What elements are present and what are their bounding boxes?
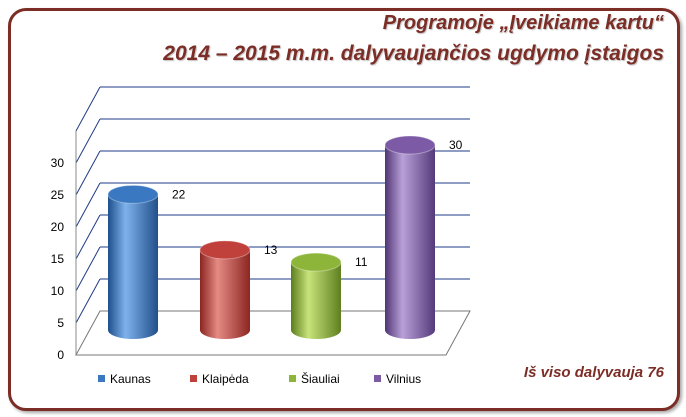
bar-klaipėda — [199, 240, 251, 339]
legend-label: Šiauliai — [301, 371, 340, 386]
y-tick-label: 0 — [57, 348, 64, 362]
gridline-side — [75, 86, 101, 132]
legend-swatch — [98, 375, 105, 382]
legend-label: Klaipėda — [202, 372, 249, 386]
legend-label: Vilnius — [386, 372, 421, 386]
plot-area: 0 5 10 15 20 25 30 22 13 11 30 Kaunas Klaipėda Šiauli… — [51, 86, 471, 386]
bar-šiauliai — [290, 252, 342, 339]
legend-swatch — [289, 375, 296, 382]
y-tick-label: 25 — [51, 188, 65, 202]
y-tick-label: 5 — [57, 316, 64, 330]
chart-title-line2: 2014 – 2015 m.m. dalyvaujančios ugdymo į… — [163, 42, 664, 65]
gridline-side — [75, 182, 101, 228]
gridline-side — [75, 150, 101, 196]
chart-title-line1: Programoje „Įveikiame kartu“ — [382, 12, 664, 34]
bar-body — [385, 145, 435, 339]
bar-vilnius — [384, 135, 436, 339]
y-tick-label: 15 — [51, 252, 65, 266]
data-label: 13 — [264, 243, 278, 257]
gridline-side — [75, 246, 101, 292]
bar-kaunas — [107, 184, 159, 339]
y-tick-label: 30 — [51, 156, 65, 170]
bar-top — [107, 184, 159, 204]
y-tick-label: 10 — [51, 284, 65, 298]
gridline-side — [75, 278, 101, 324]
bar-top — [199, 240, 251, 260]
legend-label: Kaunas — [110, 372, 151, 386]
data-label: 11 — [355, 255, 368, 269]
data-label: 30 — [449, 138, 463, 152]
data-label: 22 — [172, 187, 186, 201]
bar-body — [200, 249, 250, 339]
y-tick-label: 20 — [51, 220, 65, 234]
total-participants-note: Iš viso dalyvauja 76 — [523, 364, 664, 381]
gridline-side — [75, 214, 101, 260]
legend-swatch — [190, 375, 197, 382]
bar-body — [291, 262, 341, 339]
bar-top — [290, 252, 342, 272]
legend-swatch — [374, 375, 381, 382]
gridline-side — [75, 118, 101, 164]
bar-body — [108, 194, 158, 339]
bar-top — [384, 135, 436, 155]
chart-floor — [75, 310, 471, 356]
